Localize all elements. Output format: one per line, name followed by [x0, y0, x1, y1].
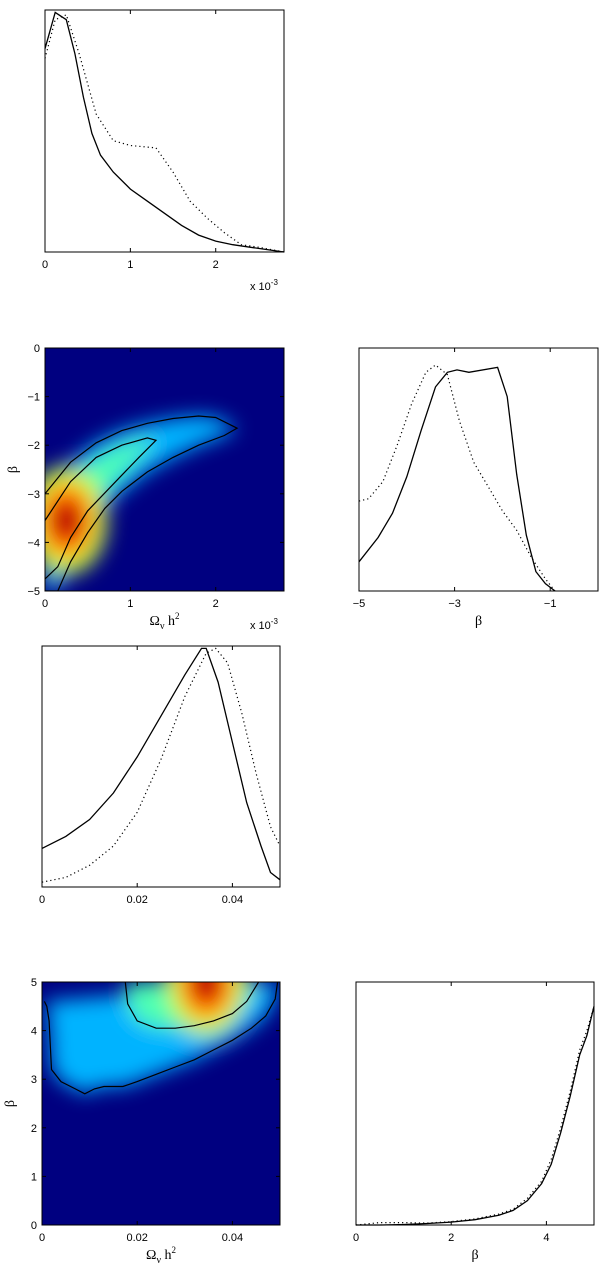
x-tick-label: −5 [353, 598, 366, 610]
x-tick-label: 1 [127, 598, 133, 610]
series-solid-line [358, 366, 556, 592]
x-tick-label: 2 [213, 598, 219, 610]
y-tick-label: −5 [27, 586, 40, 598]
x-axis-label: Ων h2 [150, 611, 180, 632]
x-tick-label: 0 [42, 259, 48, 271]
axes-frame [41, 981, 281, 1226]
x-axis-label: β [471, 1248, 478, 1263]
axes-frame [358, 347, 599, 592]
x-tick-label: 0.02 [126, 894, 147, 906]
contour-outer [43, 982, 279, 1095]
series-dotted-line [41, 647, 281, 883]
x-axis-label: Ων h2 [146, 1245, 176, 1265]
x-tick-label: 0 [39, 1232, 45, 1244]
series-dotted-line [355, 1006, 595, 1226]
y-tick-label: 0 [31, 1220, 37, 1232]
x-axis-label: β [475, 614, 482, 629]
x-tick-label: 0 [39, 894, 45, 906]
y-axis-label: β [6, 466, 21, 473]
x-tick-label: 2 [213, 259, 219, 271]
axes-frame [44, 9, 285, 253]
axes-frame [44, 347, 285, 592]
contour-inner [45, 437, 158, 580]
y-tick-label: −2 [27, 440, 40, 452]
contour-inner [124, 982, 260, 1029]
series-solid-line [44, 11, 285, 253]
x-tick-label: 0 [353, 1232, 359, 1244]
heatmap-density [44, 982, 278, 1094]
y-tick-label: −3 [27, 489, 40, 501]
series-dotted-line [358, 364, 556, 592]
density-peak-ring-5 [59, 510, 74, 531]
x-tick-label: 0.04 [222, 1232, 243, 1244]
subplot-2: 0 1 2 0 −1 −2 −3 −4 −5 x 10-3 Ων h2 β [6, 343, 285, 632]
x-tick-label: 2 [448, 1232, 454, 1244]
y-tick-label: 5 [31, 977, 37, 989]
subplot-3: −5 −3 −1 β [353, 347, 599, 629]
y-tick-label: 2 [31, 1123, 37, 1135]
series-dotted-line [44, 13, 285, 253]
series-solid-line [41, 647, 281, 881]
x-tick-label: 1 [127, 259, 133, 271]
axes-frame [355, 981, 595, 1226]
y-tick-label: 1 [31, 1171, 37, 1183]
subplot-6: 0 2 4 β [353, 981, 595, 1263]
y-axis-label: β [3, 1100, 18, 1107]
y-tick-label: −4 [27, 537, 40, 549]
x-tick-label: 0 [42, 598, 48, 610]
contour-outer [45, 415, 239, 591]
series-solid-line [356, 1006, 595, 1226]
x-axis-exponent: x 10-3 [250, 278, 278, 293]
x-tick-label: 4 [543, 1232, 549, 1244]
subplot-1: 0 1 2 x 10-3 [42, 9, 285, 293]
x-tick-label: 0.04 [222, 894, 243, 906]
y-tick-label: 3 [31, 1074, 37, 1086]
x-tick-label: −3 [448, 598, 461, 610]
y-tick-label: −1 [27, 392, 40, 404]
subplot-4: 0 0.02 0.04 [39, 645, 281, 906]
y-tick-label: 0 [34, 343, 40, 355]
density-peak-ring-5 [199, 982, 214, 992]
subplot-5: 0 0.02 0.04 0 1 2 3 4 5 Ων h2 β [3, 977, 281, 1265]
axes-frame [41, 645, 281, 888]
x-axis-exponent: x 10-3 [250, 617, 278, 632]
y-tick-label: 4 [31, 1026, 37, 1038]
x-tick-label: −1 [544, 598, 557, 610]
x-tick-label: 0.02 [126, 1232, 147, 1244]
